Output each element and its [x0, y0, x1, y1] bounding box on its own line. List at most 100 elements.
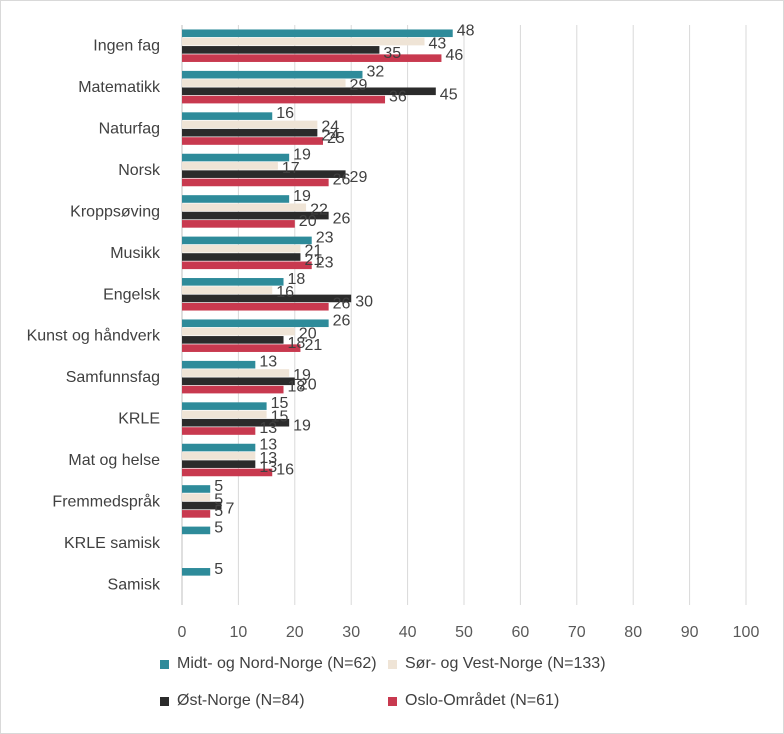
- x-tick-label: 50: [455, 624, 473, 641]
- data-label: 22: [310, 201, 328, 218]
- bar: [182, 70, 363, 79]
- data-label: 13: [259, 420, 277, 437]
- legend: Midt- og Nord-Norge (N=62) Sør- og Vest-…: [160, 655, 680, 725]
- data-label: 5: [214, 519, 223, 536]
- bar: [182, 195, 290, 203]
- x-tick-label: 80: [624, 624, 642, 641]
- category-label: Kunst og håndverk: [27, 327, 161, 345]
- data-label: 13: [259, 354, 277, 371]
- legend-label: Midt- og Nord-Norge (N=62): [177, 655, 377, 672]
- data-label: 13: [259, 450, 277, 467]
- bar: [182, 128, 318, 137]
- bar: [182, 170, 346, 178]
- bar: [182, 526, 211, 535]
- data-label: 24: [321, 118, 339, 135]
- data-label: 15: [271, 395, 289, 412]
- legend-item-oslo: Oslo-Området (N=61): [388, 692, 559, 710]
- bar: [182, 402, 267, 410]
- bar: [182, 427, 256, 435]
- category-label: KRLE: [118, 411, 160, 428]
- legend-label: Øst-Norge (N=84): [177, 692, 305, 709]
- category-labels: Ingen fag Matematikk Naturfag Norsk Kroppsøv…: [27, 38, 161, 594]
- bar: [182, 236, 312, 245]
- data-label: 24: [321, 128, 339, 145]
- bar: [182, 369, 290, 377]
- data-label: 45: [440, 86, 458, 103]
- x-tick-label: 10: [230, 624, 248, 641]
- data-label: 29: [350, 77, 368, 94]
- bar: [182, 244, 301, 253]
- bar: [182, 203, 307, 212]
- data-label: 19: [293, 418, 311, 435]
- category-label: Musikk: [110, 245, 161, 262]
- data-label: 19: [293, 367, 311, 384]
- data-label: 26: [333, 296, 351, 313]
- data-label: 32: [366, 64, 384, 81]
- data-label: 29: [350, 169, 368, 186]
- category-label: Mat og helse: [68, 452, 160, 469]
- bar: [182, 319, 329, 328]
- category-label: Fremmedspråk: [52, 492, 161, 510]
- bar: [182, 294, 352, 303]
- bar: [182, 54, 442, 62]
- bar: [182, 510, 211, 518]
- data-label: 43: [429, 36, 447, 53]
- legend-swatch: [160, 696, 169, 706]
- data-label: 15: [271, 408, 289, 425]
- data-label: 26: [333, 211, 351, 228]
- bar: [182, 493, 211, 502]
- data-label: 46: [445, 47, 463, 64]
- bar: [182, 410, 267, 419]
- data-label: 13: [259, 437, 277, 454]
- data-label: 20: [299, 326, 317, 343]
- data-label: 16: [276, 284, 294, 301]
- bar: [182, 286, 273, 294]
- legend-swatch: [388, 696, 397, 706]
- category-label: KRLE samisk: [64, 535, 161, 552]
- legend-swatch: [160, 659, 169, 669]
- bar: [182, 162, 278, 170]
- data-label: 21: [304, 243, 322, 260]
- data-label: 5: [214, 503, 223, 520]
- legend-swatch: [388, 659, 397, 669]
- category-label: Naturfag: [99, 121, 160, 138]
- data-label: 35: [383, 45, 401, 62]
- data-label: 16: [276, 461, 294, 478]
- legend-label: Sør- og Vest-Norge (N=133): [405, 655, 606, 672]
- data-label: 23: [316, 254, 334, 271]
- bar: [182, 112, 273, 120]
- data-label: 5: [214, 561, 223, 578]
- data-label: 23: [316, 229, 334, 246]
- data-label: 5: [214, 478, 223, 495]
- bar: [182, 211, 329, 220]
- bar: [182, 220, 295, 228]
- bar: [182, 568, 211, 576]
- x-tick-label: 30: [342, 624, 360, 641]
- bar: [182, 178, 329, 187]
- data-label: 5: [214, 491, 223, 508]
- legend-label: Oslo-Området (N=61): [405, 692, 560, 709]
- legend-item-sor-vest: Sør- og Vest-Norge (N=133): [388, 655, 606, 673]
- data-label: 21: [304, 252, 322, 269]
- bar: [182, 95, 386, 104]
- category-label: Engelsk: [103, 286, 161, 303]
- bar: [182, 501, 222, 510]
- legend-item-midt-nord: Midt- og Nord-Norge (N=62): [160, 655, 377, 673]
- category-label: Ingen fag: [93, 38, 160, 55]
- data-label: 36: [389, 89, 407, 106]
- bar: [182, 120, 318, 129]
- category-label: Matematikk: [78, 79, 161, 96]
- bar: [182, 261, 312, 270]
- data-label: 25: [327, 130, 345, 147]
- bar: [182, 29, 453, 38]
- category-label: Samfunnsfag: [66, 369, 160, 386]
- bar: [182, 46, 380, 54]
- x-tick-label: 100: [733, 624, 760, 641]
- data-label: 7: [225, 501, 234, 518]
- bar: [182, 460, 256, 468]
- bar: [182, 327, 295, 336]
- bar: [182, 37, 425, 46]
- data-label: 21: [304, 337, 322, 354]
- category-label: Norsk: [118, 162, 161, 179]
